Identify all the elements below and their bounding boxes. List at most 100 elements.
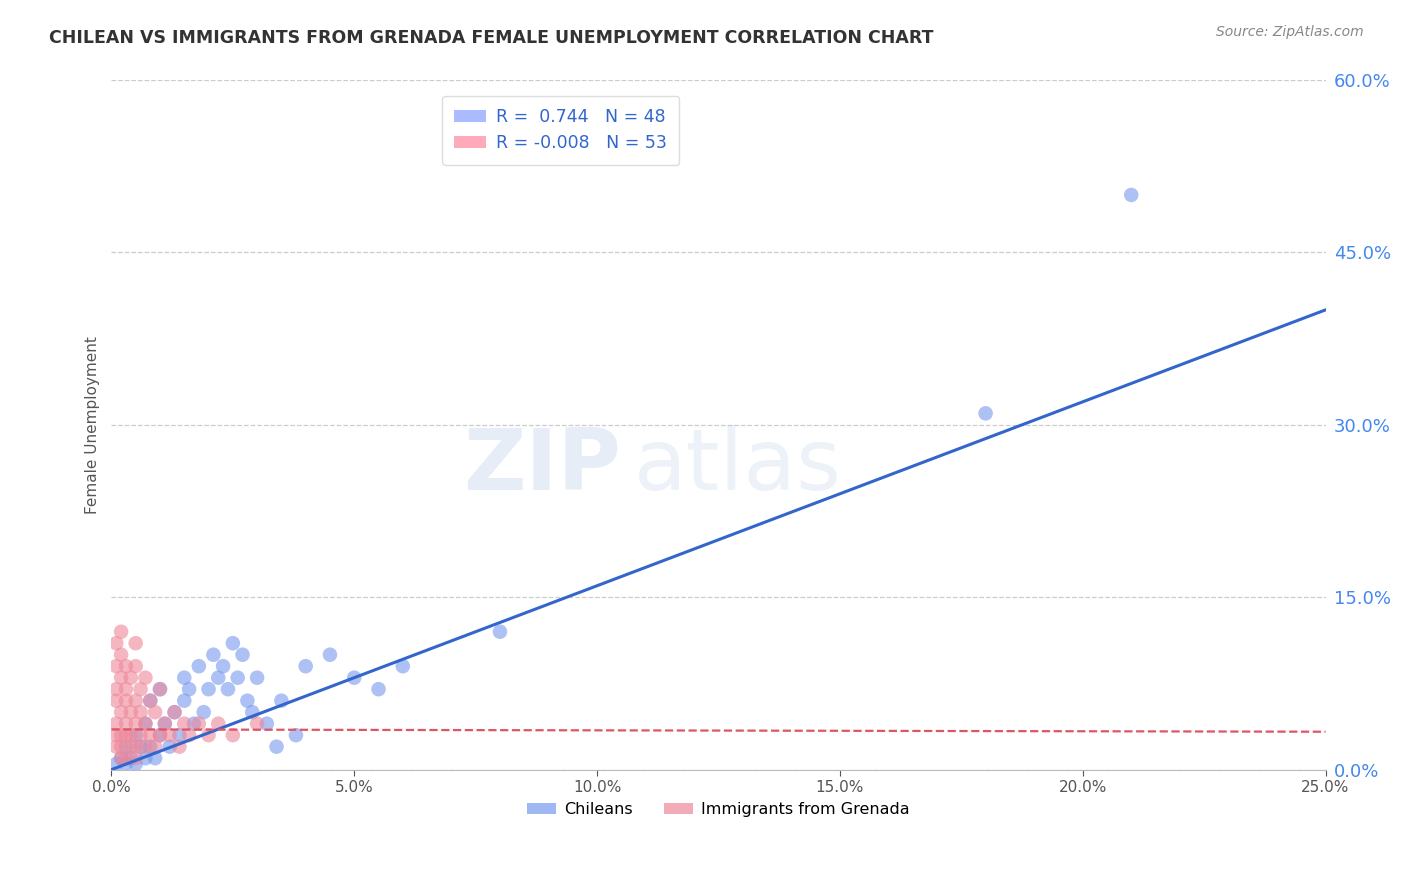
Point: [115, 694, 138, 708]
Point: [207, 671, 229, 685]
Point: [115, 682, 138, 697]
Point: [149, 682, 172, 697]
Point: [139, 694, 162, 708]
Point: [120, 671, 142, 685]
Point: [159, 739, 181, 754]
Point: [270, 694, 292, 708]
Point: [134, 716, 156, 731]
Point: [129, 739, 152, 754]
Point: [105, 739, 128, 754]
Point: [169, 728, 191, 742]
Point: [110, 671, 132, 685]
Point: [1121, 188, 1143, 202]
Point: [110, 728, 132, 742]
Point: [134, 671, 156, 685]
Point: [367, 682, 389, 697]
Point: [232, 648, 254, 662]
Point: [284, 728, 307, 742]
Point: [193, 705, 215, 719]
Point: [236, 694, 259, 708]
Point: [222, 728, 245, 742]
Point: [246, 671, 269, 685]
Point: [489, 624, 512, 639]
Point: [125, 751, 148, 765]
Point: [153, 716, 176, 731]
Point: [143, 751, 166, 765]
Point: [120, 705, 142, 719]
Point: [173, 671, 195, 685]
Point: [105, 756, 128, 771]
Point: [187, 716, 209, 731]
Point: [173, 694, 195, 708]
Point: [139, 739, 162, 754]
Y-axis label: Female Unemployment: Female Unemployment: [86, 336, 100, 514]
Point: [129, 728, 152, 742]
Point: [974, 406, 997, 420]
Point: [115, 728, 138, 742]
Point: [134, 716, 156, 731]
Point: [207, 716, 229, 731]
Point: [197, 682, 219, 697]
Point: [125, 728, 148, 742]
Point: [115, 739, 138, 754]
Point: [266, 739, 288, 754]
Point: [105, 728, 128, 742]
Point: [149, 728, 172, 742]
Point: [125, 739, 148, 754]
Point: [391, 659, 413, 673]
Point: [256, 716, 278, 731]
Point: [125, 636, 148, 650]
Point: [202, 648, 225, 662]
Point: [149, 682, 172, 697]
Point: [319, 648, 342, 662]
Point: [115, 751, 138, 765]
Point: [129, 705, 152, 719]
Text: ZIP: ZIP: [464, 425, 621, 508]
Point: [143, 705, 166, 719]
Point: [183, 716, 205, 731]
Point: [125, 756, 148, 771]
Point: [212, 659, 235, 673]
Point: [110, 648, 132, 662]
Point: [115, 756, 138, 771]
Point: [169, 739, 191, 754]
Point: [120, 751, 142, 765]
Point: [217, 682, 239, 697]
Point: [125, 716, 148, 731]
Point: [246, 716, 269, 731]
Point: [179, 728, 201, 742]
Point: [105, 694, 128, 708]
Point: [110, 624, 132, 639]
Point: [125, 659, 148, 673]
Point: [143, 739, 166, 754]
Point: [110, 751, 132, 765]
Point: [197, 728, 219, 742]
Point: [115, 659, 138, 673]
Point: [115, 716, 138, 731]
Point: [226, 671, 249, 685]
Point: [120, 728, 142, 742]
Point: [139, 728, 162, 742]
Point: [163, 705, 186, 719]
Point: [294, 659, 316, 673]
Point: [149, 728, 172, 742]
Point: [105, 682, 128, 697]
Point: [240, 705, 263, 719]
Point: [222, 636, 245, 650]
Point: [105, 716, 128, 731]
Point: [105, 659, 128, 673]
Point: [134, 751, 156, 765]
Point: [179, 682, 201, 697]
Text: Source: ZipAtlas.com: Source: ZipAtlas.com: [1216, 25, 1364, 39]
Point: [105, 636, 128, 650]
Point: [125, 694, 148, 708]
Text: CHILEAN VS IMMIGRANTS FROM GRENADA FEMALE UNEMPLOYMENT CORRELATION CHART: CHILEAN VS IMMIGRANTS FROM GRENADA FEMAL…: [49, 29, 934, 46]
Point: [343, 671, 366, 685]
Point: [159, 728, 181, 742]
Point: [110, 739, 132, 754]
Point: [153, 716, 176, 731]
Point: [129, 682, 152, 697]
Point: [110, 751, 132, 765]
Point: [120, 739, 142, 754]
Point: [139, 694, 162, 708]
